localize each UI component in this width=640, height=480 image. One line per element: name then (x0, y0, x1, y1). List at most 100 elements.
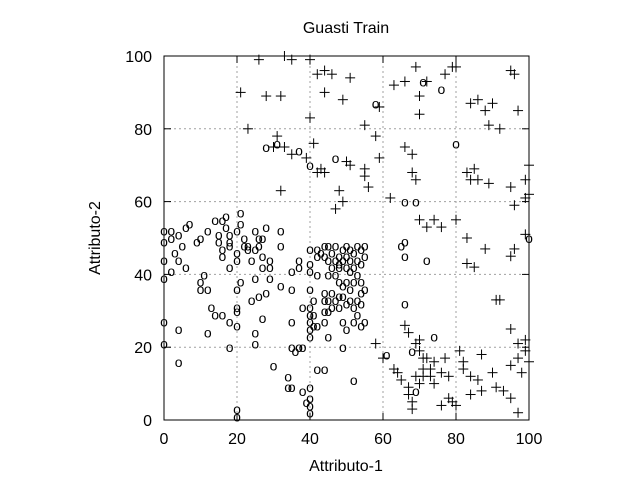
data-point-o: o (306, 157, 314, 173)
data-point-o: o (295, 339, 303, 355)
data-point-o: o (175, 252, 183, 268)
data-point-o: o (288, 281, 296, 297)
data-point-plus (414, 345, 425, 356)
data-point-plus (279, 142, 290, 152)
data-point-o: o (167, 263, 175, 279)
data-point-plus (520, 345, 531, 356)
data-point-plus (429, 356, 440, 367)
data-point-o: o (354, 237, 362, 253)
data-point-plus (374, 152, 385, 163)
data-point-o: o (251, 241, 259, 257)
data-point-o: o (251, 223, 259, 239)
data-point-o: o (200, 266, 208, 282)
data-point-plus (465, 371, 476, 382)
x-tick-label: 100 (516, 431, 543, 448)
data-point-o: o (332, 266, 340, 282)
data-point-o: o (306, 314, 314, 330)
data-point-o: o (321, 248, 329, 264)
data-point-o: o (219, 306, 227, 322)
data-point-plus (480, 243, 491, 254)
data-point-plus (414, 334, 425, 345)
data-point-plus (410, 61, 421, 72)
data-point-plus (451, 400, 461, 411)
data-point-o: o (226, 234, 234, 250)
data-point-o: o (306, 306, 314, 322)
data-point-plus (399, 320, 410, 331)
data-point-plus (505, 393, 516, 404)
data-point-plus (513, 105, 524, 116)
data-point-plus (378, 353, 388, 364)
data-point-o: o (259, 248, 267, 264)
data-point-o: o (233, 299, 241, 315)
data-point-o: o (343, 274, 351, 290)
data-point-plus (520, 334, 531, 345)
data-point-o: o (354, 266, 362, 282)
data-point-o: o (233, 245, 241, 261)
x-axis-title: Attributo-1 (309, 458, 383, 475)
data-point-o: o (401, 248, 409, 264)
data-point-plus (363, 182, 374, 193)
data-point-plus (414, 91, 425, 102)
plot-frame (163, 55, 530, 421)
data-point-plus (279, 51, 290, 61)
data-point-o: o (313, 248, 321, 264)
data-point-o: o (175, 321, 183, 337)
data-point-plus (520, 174, 531, 185)
data-point-o: o (357, 241, 365, 257)
data-point-o: o (412, 194, 420, 210)
axis-ticks: 0 20 40 60 80 100 0 20 40 60 80 100 (125, 49, 542, 448)
data-point-o: o (324, 237, 332, 253)
data-point-plus (436, 400, 447, 411)
data-point-o: o (306, 390, 314, 406)
data-point-plus (414, 109, 425, 120)
data-point-plus (524, 189, 534, 200)
data-point-o: o (343, 237, 351, 253)
data-point-o: o (240, 230, 248, 246)
data-point-plus (399, 142, 410, 152)
data-point-o: o (357, 296, 365, 312)
x-tick-label: 60 (374, 431, 392, 448)
data-point-o: o (350, 314, 358, 330)
data-point-plus (359, 171, 370, 182)
data-point-o: o (193, 234, 201, 250)
data-point-plus (494, 123, 505, 134)
data-point-o: o (160, 234, 168, 250)
data-point-o: o (525, 230, 533, 246)
data-point-o: o (361, 248, 369, 264)
data-point-o: o (306, 321, 314, 337)
data-point-plus (319, 87, 330, 98)
data-point-o: o (175, 354, 183, 370)
data-point-o: o (255, 237, 263, 253)
data-point-plus (425, 371, 436, 382)
data-point-o: o (259, 230, 267, 246)
data-point-o: o (310, 292, 318, 308)
data-point-o: o (186, 215, 194, 231)
data-point-o: o (299, 339, 307, 355)
data-point-o: o (237, 205, 245, 221)
data-point-plus (421, 76, 432, 87)
data-point-o: o (175, 226, 183, 242)
data-point-plus (443, 371, 454, 382)
data-point-o: o (306, 405, 314, 421)
data-point-o: o (204, 325, 212, 341)
data-point-plus (472, 374, 483, 385)
data-points: oooooooooooooooooooooooooooooooooooooooo… (160, 51, 534, 424)
data-point-plus (505, 182, 516, 193)
y-tick-label: 40 (134, 267, 152, 284)
data-point-o: o (408, 343, 416, 359)
data-point-o: o (248, 292, 256, 308)
data-point-o: o (211, 306, 219, 322)
data-point-o: o (226, 237, 234, 253)
data-point-plus (451, 61, 461, 72)
data-point-o: o (292, 343, 300, 359)
data-point-o: o (335, 259, 343, 275)
data-point-o: o (332, 292, 340, 308)
data-point-o: o (262, 139, 270, 155)
data-point-o: o (226, 339, 234, 355)
data-point-o: o (160, 252, 168, 268)
data-point-plus (524, 160, 534, 171)
data-point-o: o (361, 314, 369, 330)
data-point-plus (505, 360, 516, 371)
